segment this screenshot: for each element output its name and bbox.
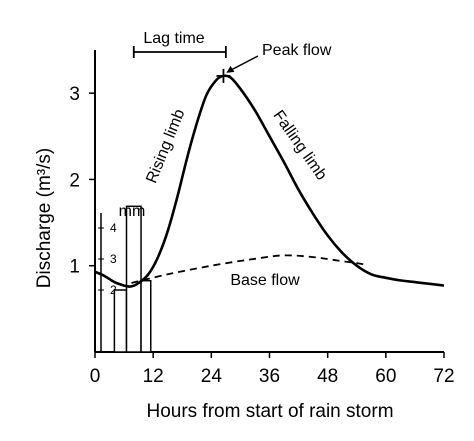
peak-flow-label: Peak flow [262, 42, 332, 59]
x-tick-label: 0 [90, 366, 101, 387]
rainfall-scale-label: 3 [110, 252, 117, 266]
x-axis-title: Hours from start of rain storm [146, 401, 393, 422]
discharge-line [94, 74, 445, 288]
falling-limb-label: Falling limb [270, 107, 330, 183]
rainfall-bar [113, 289, 128, 353]
peak-flow-arrow-head [226, 65, 235, 73]
x-tick-label: 72 [433, 366, 454, 387]
y-tick-label: 1 [69, 257, 80, 278]
rainfall-histogram: 2 3 4 [98, 205, 152, 353]
series [94, 74, 445, 288]
rainfall-scale-label: 2 [110, 283, 117, 297]
annotations: Hours from start of rain storm Discharge… [34, 30, 394, 422]
rising-limb-label: Rising limb [143, 107, 188, 186]
lag-time-label: Lag time [143, 30, 204, 47]
rainfall-bar [125, 205, 142, 353]
x-tick-label: 60 [375, 366, 396, 387]
y-tick-label: 2 [69, 170, 80, 191]
x-tick-label: 12 [143, 366, 164, 387]
x-tick-label: 36 [259, 366, 280, 387]
y-axis-title: Discharge (m³/s) [34, 148, 55, 288]
rainfall-scale-label: 4 [110, 221, 117, 235]
rainfall-bar [140, 279, 152, 353]
x-tick-label: 24 [201, 366, 223, 387]
base-flow-label: Base flow [230, 272, 300, 289]
base-flow-line [131, 254, 367, 284]
y-tick-label: 3 [69, 84, 80, 105]
x-tick-label: 48 [317, 366, 338, 387]
rainfall-unit-label: mm [119, 203, 146, 220]
